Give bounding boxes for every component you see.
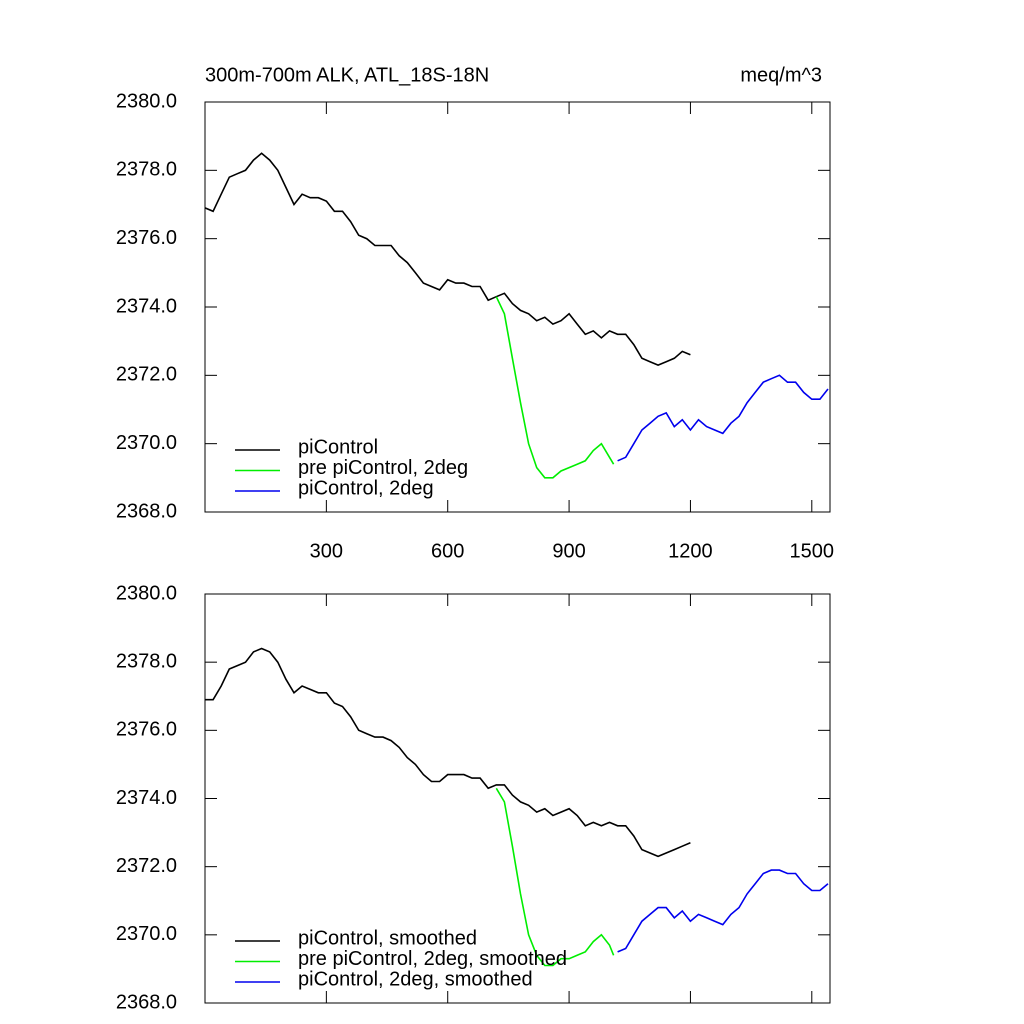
x-tick-label: 300 <box>310 540 343 562</box>
y-tick-label: 2378.0 <box>116 159 177 181</box>
y-tick-label: 2378.0 <box>116 650 177 672</box>
data-line <box>495 787 615 967</box>
y-tick-label: 2370.0 <box>116 432 177 454</box>
plot-frame <box>204 101 831 513</box>
data-line <box>617 374 829 462</box>
data-line <box>204 152 691 366</box>
legend-label: piControl <box>298 436 378 458</box>
chart-title: 300m-700m ALK, ATL_18S-18N <box>205 64 489 86</box>
data-line <box>495 296 615 479</box>
y-tick-label: 2368.0 <box>116 500 177 522</box>
y-tick-label: 2374.0 <box>116 787 177 809</box>
y-tick-label: 2380.0 <box>116 582 177 604</box>
y-tick-label: 2370.0 <box>116 923 177 945</box>
legend-label: pre piControl, 2deg, smoothed <box>298 948 567 970</box>
x-tick-label: 600 <box>431 540 464 562</box>
y-tick-label: 2374.0 <box>116 295 177 317</box>
units-label: meq/m^3 <box>740 64 822 86</box>
plot-frame <box>204 593 831 1004</box>
y-tick-label: 2372.0 <box>116 364 177 386</box>
y-tick-label: 2372.0 <box>116 855 177 877</box>
legend-label: piControl, 2deg, smoothed <box>298 968 533 990</box>
legend-label: piControl, 2deg <box>298 477 434 499</box>
y-tick-label: 2380.0 <box>116 90 177 112</box>
y-tick-label: 2376.0 <box>116 227 177 249</box>
data-line <box>617 869 829 953</box>
data-line <box>205 647 691 858</box>
y-tick-label: 2368.0 <box>116 991 177 1013</box>
x-tick-label: 1200 <box>668 540 713 562</box>
y-tick-label: 2376.0 <box>116 719 177 741</box>
legend-label: pre piControl, 2deg <box>298 457 468 479</box>
x-tick-label: 1500 <box>790 540 835 562</box>
x-tick-label: 900 <box>552 540 585 562</box>
legend-label: piControl, smoothed <box>298 927 477 949</box>
